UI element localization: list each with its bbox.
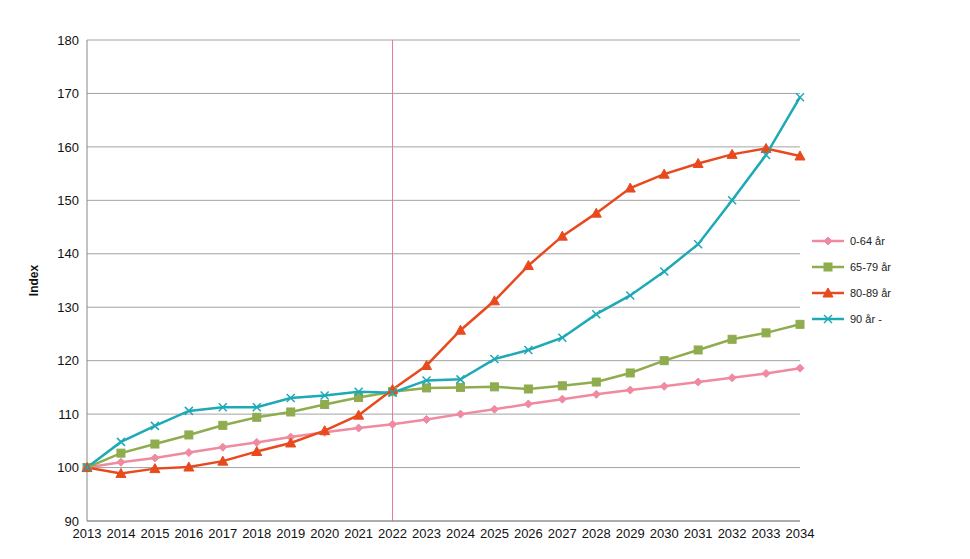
svg-text:2014: 2014 xyxy=(106,526,135,541)
svg-text:2017: 2017 xyxy=(208,526,237,541)
svg-text:2034: 2034 xyxy=(786,526,815,541)
svg-text:2019: 2019 xyxy=(276,526,305,541)
html-text:65-79 år: 65-79 år xyxy=(850,260,891,273)
svg-text:2020: 2020 xyxy=(310,526,339,541)
svg-text:140: 140 xyxy=(57,246,79,261)
svg-text:2028: 2028 xyxy=(582,526,611,541)
svg-text:2015: 2015 xyxy=(140,526,169,541)
svg-text:180: 180 xyxy=(57,33,79,48)
svg-text:Index: Index xyxy=(27,265,41,297)
svg-text:2018: 2018 xyxy=(242,526,271,541)
svg-text:110: 110 xyxy=(58,407,79,422)
svg-text:2021: 2021 xyxy=(344,526,373,541)
svg-text:2026: 2026 xyxy=(514,526,543,541)
html-text:90 år -: 90 år - xyxy=(850,312,882,325)
svg-text:2022: 2022 xyxy=(378,526,407,541)
svg-text:130: 130 xyxy=(57,300,79,315)
svg-text:2033: 2033 xyxy=(752,526,781,541)
svg-text:2023: 2023 xyxy=(412,526,441,541)
html-text:80-89 år: 80-89 år xyxy=(850,286,891,299)
svg-text:170: 170 xyxy=(57,86,79,101)
svg-text:160: 160 xyxy=(57,140,79,155)
svg-text:2016: 2016 xyxy=(174,526,203,541)
svg-text:2032: 2032 xyxy=(718,526,747,541)
svg-text:2030: 2030 xyxy=(650,526,679,541)
svg-text:2031: 2031 xyxy=(684,526,713,541)
svg-text:2013: 2013 xyxy=(72,526,102,542)
html-text:0-64 år: 0-64 år xyxy=(850,234,885,247)
svg-text:2024: 2024 xyxy=(446,526,475,541)
svg-text:2027: 2027 xyxy=(548,526,577,541)
svg-text:2025: 2025 xyxy=(480,526,509,541)
svg-text:90: 90 xyxy=(65,514,79,529)
svg-text:150: 150 xyxy=(57,193,79,208)
svg-text:2029: 2029 xyxy=(616,526,645,541)
svg-text:120: 120 xyxy=(57,353,79,368)
svg-text:100: 100 xyxy=(57,460,79,475)
